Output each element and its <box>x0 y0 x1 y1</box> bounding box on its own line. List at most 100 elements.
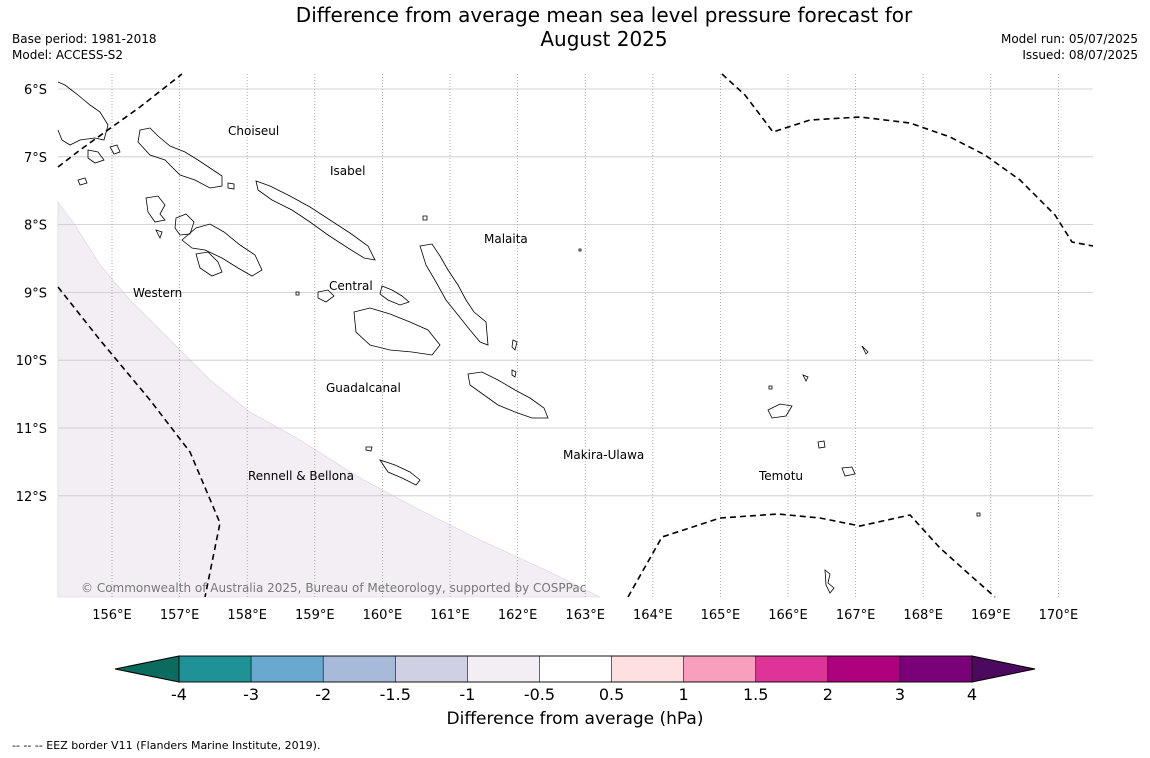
islet <box>155 229 163 240</box>
vangunu <box>195 251 223 277</box>
islet <box>976 512 981 517</box>
colorbar-bin <box>899 655 973 683</box>
lon-tick-label: 162°E <box>498 608 538 623</box>
eez-line-southeast <box>627 513 996 598</box>
eez-legend-note: -- -- -- EEZ border V11 (Flanders Marine… <box>12 739 321 752</box>
region-label-makira-ulawa: Makira-Ulawa <box>563 448 644 462</box>
colorbar-tick-label: -1.5 <box>380 685 411 704</box>
graticule <box>58 74 1093 597</box>
islet <box>511 339 518 351</box>
region-label-western: Western <box>133 286 182 300</box>
colorbar-tick-label: -3 <box>243 685 259 704</box>
model-name: Model: ACCESS-S2 <box>12 48 124 62</box>
lon-tick-label: 165°E <box>701 608 741 623</box>
copyright-notice: © Commonwealth of Australia 2025, Bureau… <box>81 581 586 595</box>
nggela-islands <box>379 285 410 306</box>
colorbar-tick-labels: -4 -3 -2 -1.5 -1 -0.5 0.5 1 1.5 2 3 4 <box>171 685 977 704</box>
lon-tick-label: 161°E <box>430 608 470 623</box>
colorbar-frame <box>178 655 973 683</box>
colorbar-tick-label: 3 <box>895 685 905 704</box>
colorbar-tick-label: 1 <box>679 685 689 704</box>
region-label-central: Central <box>329 279 373 293</box>
lat-tick-label: 12°S <box>16 490 47 505</box>
lon-tick-label: 168°E <box>903 608 943 623</box>
model-info: Base period: 1981-2018 Model: ACCESS-S2 <box>12 31 157 63</box>
region-label-malaita: Malaita <box>484 232 528 246</box>
rennell-island <box>379 459 421 486</box>
region-label-temotu: Temotu <box>758 469 803 483</box>
colorbar-tick-label: 4 <box>967 685 977 704</box>
eez-line-northeast <box>721 73 1094 247</box>
eez-line-west <box>57 73 183 168</box>
chart-title: Difference from average mean sea level p… <box>200 3 1008 51</box>
base-period: Base period: 1981-2018 <box>12 32 157 46</box>
islet <box>77 177 88 186</box>
colorbar-high-extend <box>971 655 1036 683</box>
title-line-2: August 2025 <box>540 27 668 51</box>
colorbar-tick-label: 0.5 <box>599 685 624 704</box>
islet <box>768 385 773 390</box>
region-label-choiseul: Choiseul <box>228 124 279 138</box>
makira-island <box>467 371 549 419</box>
russell-islands <box>317 289 335 303</box>
region-label-guadalcanal: Guadalcanal <box>326 381 401 395</box>
lon-tick-label: 164°E <box>633 608 673 623</box>
islet <box>578 248 582 252</box>
colorbar-tick-label: 1.5 <box>743 685 768 704</box>
lon-tick-label: 170°E <box>1039 608 1079 623</box>
islet <box>109 144 121 155</box>
kolombangara <box>174 213 195 236</box>
islet <box>511 369 517 378</box>
islet <box>295 291 300 296</box>
guadalcanal-island <box>353 307 441 356</box>
islet <box>824 569 835 594</box>
colorbar-bin <box>755 655 829 683</box>
lon-tick-label: 166°E <box>768 608 808 623</box>
lat-tick-label: 11°S <box>16 422 47 437</box>
colorbar-label: Difference from average (hPa) <box>446 709 704 729</box>
colorbar-bin <box>250 655 324 683</box>
choiseul-island <box>137 127 223 189</box>
bougainville-island <box>57 81 109 146</box>
eez-borders <box>57 73 1094 598</box>
bellona-island <box>365 446 373 452</box>
lat-tick-label: 9°S <box>24 286 47 301</box>
western-island <box>145 195 166 223</box>
colorbar-bin <box>539 655 613 683</box>
anomaly-shading <box>57 201 601 598</box>
isabel-island <box>255 180 376 261</box>
lon-tick-label: 169°E <box>971 608 1011 623</box>
colorbar-bin <box>178 655 252 683</box>
colorbar-tick-label: -1 <box>459 685 475 704</box>
lon-tick-label: 156°E <box>92 608 132 623</box>
colorbar-tick-label: -4 <box>171 685 187 704</box>
region-label-isabel: Isabel <box>330 164 365 178</box>
island-outlines <box>57 81 981 594</box>
lon-tick-label: 159°E <box>295 608 335 623</box>
eez-line-southwest <box>57 286 221 598</box>
colorbar-bin <box>683 655 757 683</box>
utupua-island <box>817 440 826 449</box>
colorbar-bin <box>322 655 397 683</box>
lat-tick-label: 8°S <box>24 219 47 234</box>
lat-tick-label: 6°S <box>24 83 47 98</box>
map-panel: Choiseul Isabel Malaita Western Central … <box>57 73 1094 598</box>
islet <box>422 215 428 221</box>
region-label-rennell-bellona: Rennell & Bellona <box>248 469 354 483</box>
colorbar-bin <box>394 655 469 683</box>
santa-cruz-island <box>767 403 793 419</box>
lon-tick-label: 158°E <box>227 608 267 623</box>
islet <box>87 149 105 164</box>
lon-tick-label: 167°E <box>836 608 876 623</box>
colorbar-bin <box>827 655 901 683</box>
colorbar-bin <box>611 655 685 683</box>
issued-date: Issued: 08/07/2025 <box>1022 48 1138 62</box>
lon-tick-label: 157°E <box>160 608 200 623</box>
colorbar: -4 -3 -2 -1.5 -1 -0.5 0.5 1 1.5 2 3 4 <box>114 655 1036 704</box>
lat-tick-label: 7°S <box>24 151 47 166</box>
malaita-island <box>419 243 489 346</box>
islet <box>227 182 235 190</box>
colorbar-tick-label: -2 <box>315 685 331 704</box>
colorbar-tick-label: 2 <box>823 685 833 704</box>
